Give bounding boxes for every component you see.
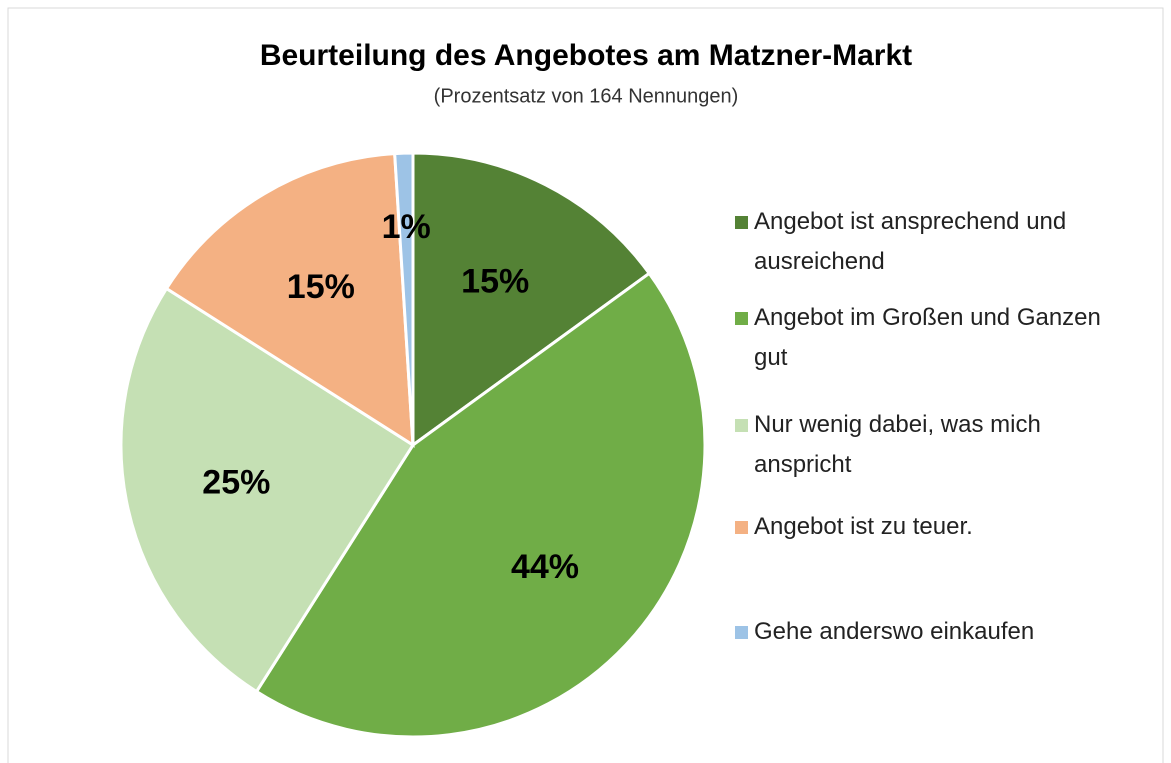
legend-swatch <box>735 419 748 432</box>
chart-border <box>7 7 1164 763</box>
pie-slice <box>393 151 415 446</box>
legend-label: Nur wenig dabei, was mich anspricht <box>754 411 1041 478</box>
legend-entry: Gehe anderswo einkaufen <box>735 612 1135 652</box>
legend-swatch <box>735 312 748 325</box>
legend-label: Gehe anderswo einkaufen <box>754 618 1035 645</box>
legend-entry: Angebot ist zu teuer. <box>735 507 1135 547</box>
data-label: 1% <box>382 208 431 246</box>
chart-subtitle: (Prozentsatz von 164 Nennungen) <box>434 85 739 107</box>
legend-swatch <box>735 626 748 639</box>
pie-slice <box>119 286 416 694</box>
data-label: 25% <box>202 463 270 501</box>
data-label: 44% <box>511 548 579 586</box>
legend-label: Angebot im Großen und Ganzen gut <box>754 304 1101 371</box>
pie-slice <box>164 151 415 448</box>
chart-title: Beurteilung des Angebotes am Matzner-Mar… <box>260 39 912 72</box>
legend-entry: Nur wenig dabei, was mich anspricht <box>735 405 1135 485</box>
legend-swatch <box>735 521 748 534</box>
legend-label: Angebot ist ansprechend und ausreichend <box>754 208 1067 275</box>
legend-swatch <box>735 216 748 229</box>
data-label: 15% <box>287 268 355 306</box>
legend-label: Angebot ist zu teuer. <box>754 513 973 540</box>
legend-entry: Angebot im Großen und Ganzen gut <box>735 298 1135 378</box>
pie-slice <box>254 271 707 739</box>
legend-entry: Angebot ist ansprechend und ausreichend <box>735 202 1135 282</box>
data-label: 15% <box>461 263 529 301</box>
pie-slice <box>411 151 652 448</box>
